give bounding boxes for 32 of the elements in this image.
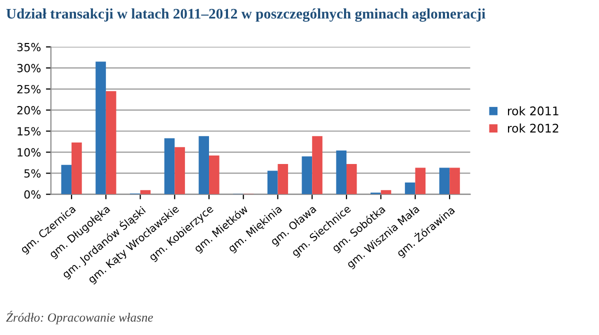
bar xyxy=(72,142,82,194)
y-tick-label: 30% xyxy=(17,64,41,72)
bar xyxy=(415,168,426,194)
y-tick-label: 35% xyxy=(17,42,41,52)
chart-title: Udział transakcji w latach 2011–2012 w poszczególnych gminach aglomeracji xyxy=(6,8,486,22)
legend-label: rok 2012 xyxy=(508,124,558,133)
bar xyxy=(336,150,346,194)
bar xyxy=(140,190,151,194)
bar xyxy=(380,190,392,194)
bar xyxy=(312,136,322,194)
bar xyxy=(61,164,72,194)
y-tick-label: 15% xyxy=(18,127,41,136)
bar xyxy=(450,168,460,194)
y-tick-label: 0% xyxy=(24,190,41,199)
y-tick-label: 20% xyxy=(17,106,41,114)
bar xyxy=(106,91,116,194)
text: Źródło: Opracowanie własne xyxy=(6,310,153,324)
bar xyxy=(209,156,220,194)
bar xyxy=(198,136,210,194)
bar xyxy=(96,62,106,194)
bar xyxy=(174,147,185,194)
y-tick-label: 25% xyxy=(17,84,41,94)
bar xyxy=(346,164,357,194)
bar xyxy=(278,164,288,194)
bar xyxy=(302,156,312,194)
y-tick-label: 5% xyxy=(24,169,41,178)
bar xyxy=(267,170,278,194)
bar xyxy=(439,168,450,194)
legend-label: rok 2011 xyxy=(508,106,558,116)
bar xyxy=(164,138,175,194)
y-tick-label: 10% xyxy=(18,148,41,157)
bar xyxy=(404,182,416,194)
